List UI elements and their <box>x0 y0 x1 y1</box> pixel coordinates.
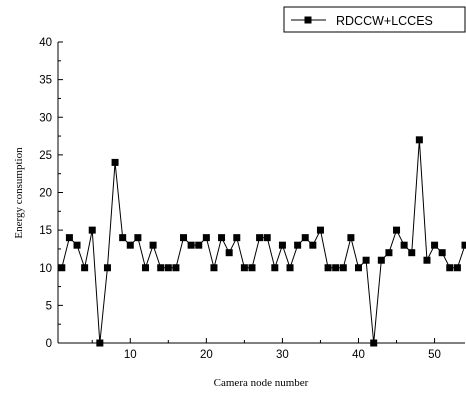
y-axis-title: Energy consumption <box>13 147 25 239</box>
y-tick-label: 25 <box>39 150 52 162</box>
data-point-marker <box>149 241 157 249</box>
data-point-marker <box>408 249 416 257</box>
x-tick-label: 40 <box>352 349 365 361</box>
x-axis-title: Camera node number <box>214 377 309 389</box>
data-point-marker <box>286 264 294 272</box>
y-tick-label: 5 <box>46 300 52 312</box>
data-point-marker <box>134 234 142 242</box>
data-point-marker <box>210 264 218 272</box>
data-point-marker <box>339 264 347 272</box>
data-point-marker <box>332 264 340 272</box>
x-tick-label: 50 <box>428 349 441 361</box>
y-tick-label: 30 <box>39 112 52 124</box>
data-point-marker <box>58 264 66 272</box>
data-point-marker <box>88 226 96 234</box>
data-point-marker <box>240 264 248 272</box>
data-point-marker <box>423 256 431 264</box>
y-tick-label: 40 <box>39 37 52 49</box>
x-tick-label: 30 <box>276 349 289 361</box>
data-point-marker <box>172 264 180 272</box>
x-tick-label: 20 <box>200 349 213 361</box>
y-tick-label: 15 <box>39 225 52 237</box>
data-point-marker <box>225 249 233 257</box>
data-point-marker <box>195 241 203 249</box>
data-point-marker <box>393 226 401 234</box>
data-point-marker <box>119 234 127 242</box>
data-point-marker <box>73 241 81 249</box>
data-point-marker <box>81 264 89 272</box>
data-point-marker <box>446 264 454 272</box>
data-point-marker <box>431 241 439 249</box>
data-point-marker <box>415 136 423 144</box>
y-tick-label: 10 <box>39 263 52 275</box>
data-point-marker <box>347 234 355 242</box>
data-point-marker <box>400 241 408 249</box>
y-tick-label: 20 <box>39 188 52 200</box>
data-point-marker <box>233 234 241 242</box>
y-tick-label: 0 <box>46 338 52 350</box>
data-point-marker <box>141 264 149 272</box>
data-point-marker <box>157 264 165 272</box>
data-point-marker <box>202 234 210 242</box>
y-tick-label: 35 <box>39 75 52 87</box>
series-layer <box>58 136 466 347</box>
data-point-marker <box>461 241 466 249</box>
data-point-marker <box>362 256 370 264</box>
data-point-marker <box>301 234 309 242</box>
data-point-marker <box>164 264 172 272</box>
data-point-marker <box>271 264 279 272</box>
axes: 0 5 10 15 20 25 30 35 40 10 20 30 40 50 <box>39 37 465 361</box>
data-point-marker <box>263 234 271 242</box>
data-point-marker <box>103 264 111 272</box>
data-point-marker <box>126 241 134 249</box>
data-point-marker <box>278 241 286 249</box>
legend-square-marker <box>304 16 312 24</box>
data-point-marker <box>324 264 332 272</box>
data-point-marker <box>377 256 385 264</box>
data-point-marker <box>180 234 188 242</box>
data-point-marker <box>248 264 256 272</box>
data-point-marker <box>111 158 119 166</box>
data-point-marker <box>354 264 362 272</box>
legend: RDCCW+LCCES <box>283 6 466 33</box>
data-point-marker <box>385 249 393 257</box>
data-point-marker <box>438 249 446 257</box>
data-point-marker <box>96 339 104 347</box>
data-point-marker <box>65 234 73 242</box>
data-point-marker <box>453 264 461 272</box>
data-point-marker <box>370 339 378 347</box>
data-point-marker <box>218 234 226 242</box>
x-tick-label: 10 <box>124 349 137 361</box>
data-point-marker <box>309 241 317 249</box>
data-point-marker <box>294 241 302 249</box>
legend-series-label: RDCCW+LCCES <box>336 14 433 28</box>
series-line <box>61 139 466 344</box>
data-point-marker <box>316 226 324 234</box>
data-point-marker <box>256 234 264 242</box>
data-point-marker <box>187 241 195 249</box>
